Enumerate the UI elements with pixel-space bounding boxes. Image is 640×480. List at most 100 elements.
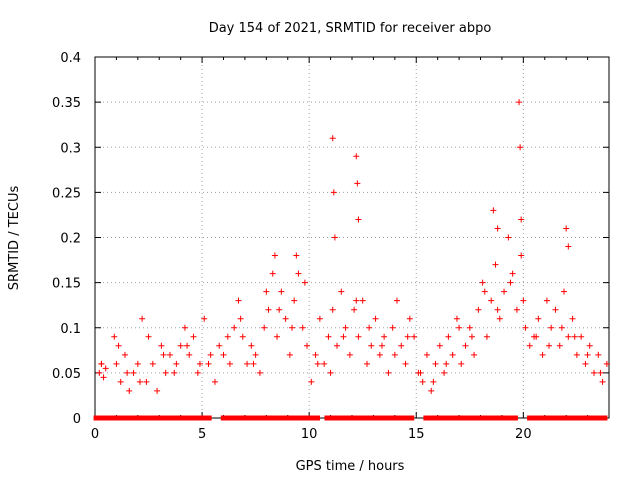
baseline-marker bbox=[140, 415, 146, 421]
baseline-marker bbox=[178, 415, 184, 421]
baseline-marker bbox=[234, 415, 240, 421]
data-point bbox=[331, 234, 338, 241]
baseline-marker bbox=[395, 415, 401, 421]
data-point bbox=[154, 387, 161, 394]
data-point bbox=[565, 243, 572, 250]
data-point bbox=[239, 333, 246, 340]
data-point bbox=[98, 360, 105, 367]
data-point bbox=[404, 333, 411, 340]
data-point bbox=[353, 297, 360, 304]
baseline-marker bbox=[145, 415, 151, 421]
data-point bbox=[231, 324, 238, 331]
baseline-marker bbox=[578, 415, 584, 421]
data-point bbox=[543, 297, 550, 304]
data-point bbox=[391, 351, 398, 358]
data-point bbox=[366, 324, 373, 331]
data-point bbox=[492, 261, 499, 268]
baseline-marker bbox=[404, 415, 410, 421]
baseline-marker bbox=[267, 415, 273, 421]
baseline-marker bbox=[244, 415, 250, 421]
baseline-marker bbox=[225, 415, 231, 421]
data-point bbox=[134, 360, 141, 367]
data-point bbox=[196, 360, 203, 367]
y-tick-label: 0.2 bbox=[60, 232, 81, 247]
data-point bbox=[355, 333, 362, 340]
baseline-marker bbox=[102, 415, 108, 421]
data-point bbox=[393, 297, 400, 304]
x-tick-label: 20 bbox=[515, 427, 532, 442]
data-point bbox=[368, 342, 375, 349]
baseline-marker bbox=[461, 415, 467, 421]
data-point bbox=[160, 351, 167, 358]
data-point bbox=[411, 333, 418, 340]
data-point bbox=[136, 378, 143, 385]
data-point bbox=[516, 99, 523, 106]
data-point bbox=[293, 252, 300, 259]
y-tick-label: 0.35 bbox=[52, 96, 81, 111]
data-point bbox=[286, 351, 293, 358]
data-point bbox=[494, 306, 501, 313]
data-point bbox=[471, 351, 478, 358]
baseline-marker bbox=[357, 415, 363, 421]
data-point bbox=[248, 342, 255, 349]
baseline-marker bbox=[465, 415, 471, 421]
data-point bbox=[346, 351, 353, 358]
baseline-marker bbox=[362, 415, 368, 421]
data-point bbox=[96, 369, 103, 376]
baseline-marker bbox=[291, 415, 297, 421]
data-point bbox=[505, 234, 512, 241]
baseline-marker bbox=[135, 415, 141, 421]
data-point bbox=[314, 360, 321, 367]
data-point bbox=[321, 360, 328, 367]
baseline-marker bbox=[555, 415, 561, 421]
baseline-marker bbox=[451, 415, 457, 421]
data-point bbox=[372, 315, 379, 322]
baseline-marker bbox=[183, 415, 189, 421]
data-point bbox=[513, 306, 520, 313]
data-point bbox=[483, 333, 490, 340]
data-point bbox=[295, 270, 302, 277]
data-point bbox=[265, 306, 272, 313]
y-tick-label: 0.25 bbox=[52, 186, 81, 201]
data-point bbox=[355, 216, 362, 223]
data-point bbox=[456, 324, 463, 331]
data-point bbox=[569, 315, 576, 322]
data-point bbox=[330, 189, 337, 196]
data-point bbox=[430, 378, 437, 385]
data-point bbox=[481, 288, 488, 295]
baseline-markers bbox=[93, 415, 608, 421]
data-point bbox=[299, 324, 306, 331]
baseline-marker bbox=[324, 415, 330, 421]
baseline-marker bbox=[230, 415, 236, 421]
data-point bbox=[166, 351, 173, 358]
baseline-marker bbox=[593, 415, 599, 421]
data-point bbox=[597, 369, 604, 376]
baseline-marker bbox=[348, 415, 354, 421]
baseline-marker bbox=[380, 415, 386, 421]
data-point bbox=[462, 342, 469, 349]
y-tick-label: 0.4 bbox=[60, 51, 81, 66]
baseline-marker bbox=[277, 415, 283, 421]
data-point bbox=[329, 135, 336, 142]
y-tick-label: 0.3 bbox=[60, 141, 81, 156]
data-point bbox=[115, 342, 122, 349]
baseline-marker bbox=[93, 415, 99, 421]
data-point bbox=[539, 351, 546, 358]
y-tick-label: 0.1 bbox=[60, 322, 81, 337]
data-point bbox=[494, 225, 501, 232]
baseline-marker bbox=[432, 415, 438, 421]
data-point bbox=[117, 378, 124, 385]
baseline-marker bbox=[503, 415, 509, 421]
baseline-marker bbox=[446, 415, 452, 421]
data-point bbox=[184, 342, 191, 349]
data-point bbox=[533, 333, 540, 340]
baseline-marker bbox=[173, 415, 179, 421]
data-point bbox=[261, 324, 268, 331]
baseline-marker bbox=[300, 415, 306, 421]
baseline-marker bbox=[187, 415, 193, 421]
data-point bbox=[271, 252, 278, 259]
baseline-marker bbox=[343, 415, 349, 421]
baseline-marker bbox=[352, 415, 358, 421]
data-point bbox=[517, 144, 524, 151]
baseline-marker bbox=[494, 415, 500, 421]
